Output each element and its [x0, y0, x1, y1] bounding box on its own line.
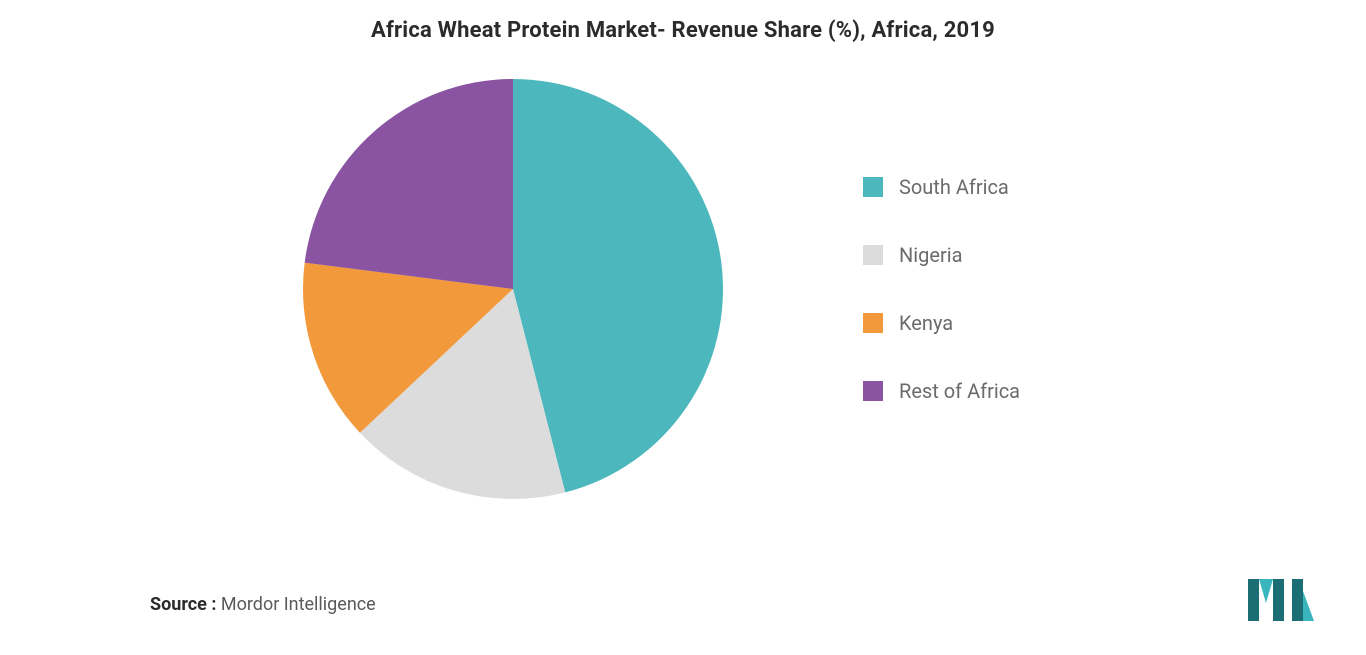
- source-label: Source :: [150, 594, 216, 615]
- legend-label: Nigeria: [899, 243, 963, 267]
- legend-label: Kenya: [899, 311, 953, 335]
- legend-item: South Africa: [863, 175, 1063, 199]
- legend-item: Rest of Africa: [863, 379, 1063, 403]
- chart-title: Africa Wheat Protein Market- Revenue Sha…: [60, 18, 1306, 43]
- chart-container: Africa Wheat Protein Market- Revenue Sha…: [0, 0, 1366, 655]
- legend-item: Nigeria: [863, 243, 1063, 267]
- source-value: Mordor Intelligence: [221, 594, 376, 615]
- pie-chart: [303, 79, 723, 499]
- legend-item: Kenya: [863, 311, 1063, 335]
- legend-label: Rest of Africa: [899, 379, 1020, 403]
- legend: South Africa Nigeria Kenya Rest of Africa: [863, 175, 1063, 403]
- legend-swatch: [863, 381, 883, 401]
- mordor-logo-icon: [1246, 575, 1316, 625]
- legend-swatch: [863, 177, 883, 197]
- source-footer: Source : Mordor Intelligence: [150, 594, 376, 615]
- legend-label: South Africa: [899, 175, 1009, 199]
- chart-zone: South Africa Nigeria Kenya Rest of Africa: [60, 79, 1306, 499]
- pie-slice: [305, 79, 513, 289]
- legend-swatch: [863, 245, 883, 265]
- legend-swatch: [863, 313, 883, 333]
